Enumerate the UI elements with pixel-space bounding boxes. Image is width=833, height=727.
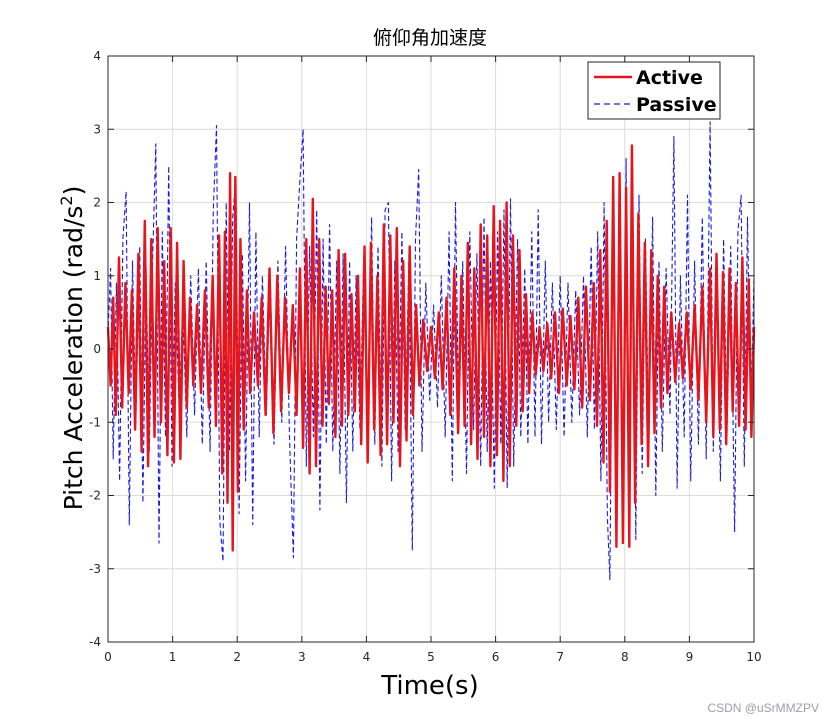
y-axis-label-tail: ) [59,186,88,196]
series-layer [106,121,756,581]
y-tick-label: -3 [89,562,101,576]
y-axis-label-main: Pitch Acceleration (rad/s [59,206,88,511]
series-line-active [106,144,756,552]
x-tick-label: 0 [104,650,112,664]
y-tick-label: 4 [93,49,101,63]
y-tick-label: -2 [89,489,101,503]
legend-label-passive: Passive [636,94,717,116]
x-tick-label: 2 [233,650,241,664]
y-axis-label-superscript: 2 [57,195,76,205]
y-tick-label: -4 [89,635,101,649]
x-tick-label: 9 [686,650,694,664]
x-tick-label: 3 [298,650,306,664]
x-tick-label: 1 [169,650,177,664]
y-axis-label: Pitch Acceleration (rad/s2) [57,186,88,511]
x-tick-label: 5 [427,650,435,664]
y-tick-label: 0 [93,342,101,356]
chart-title: 俯仰角加速度 [373,27,487,49]
legend-label-active: Active [636,67,703,89]
x-tick-label: 4 [363,650,371,664]
legend-box [587,61,721,120]
x-tick-label: 7 [556,650,564,664]
ticks: 0 1 2 3 4 5 6 7 8 9 10 -4 -3 -2 -1 0 1 2 3 4 [89,49,762,664]
y-tick-label: 3 [93,122,101,136]
x-tick-label: 8 [621,650,629,664]
series-line-passive [107,121,755,581]
y-tick-label: 2 [93,196,101,210]
y-tick-label: -1 [89,415,101,429]
y-tick-label: 1 [93,269,101,283]
x-tick-label: 6 [492,650,500,664]
x-axis-label: Time(s) [380,671,478,701]
legend[interactable]: Active Passive [587,61,721,120]
watermark-text: CSDN @uSrMMZPV [707,701,819,715]
x-tick-label: 10 [746,650,761,664]
